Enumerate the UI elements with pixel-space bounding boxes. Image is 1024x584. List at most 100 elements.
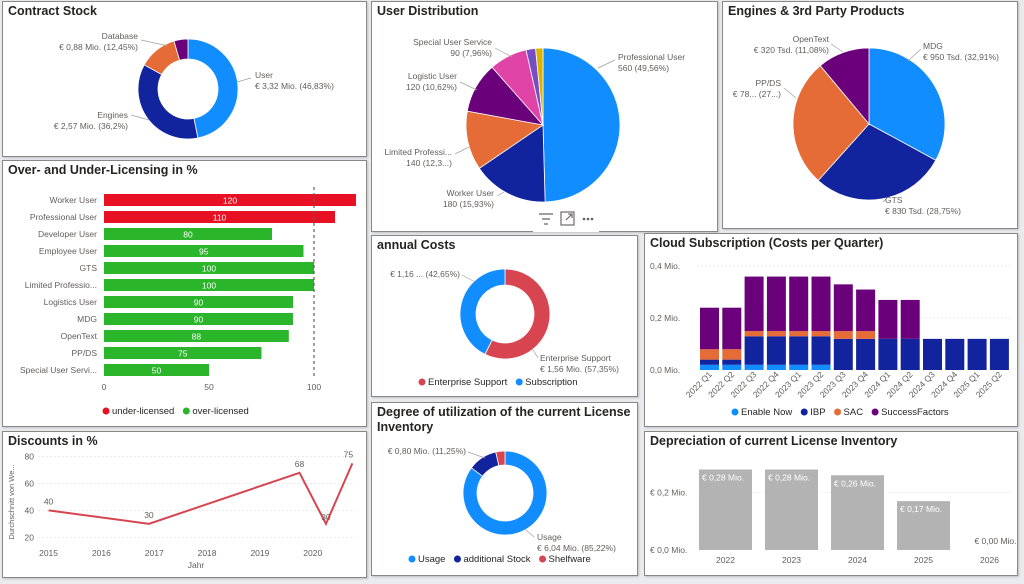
bar-2022[interactable] [699,469,752,551]
bar-professional-user[interactable] [104,211,335,223]
slice-other-3[interactable] [173,38,189,61]
bar-segment-ibp[interactable] [766,336,786,365]
discounts-tile[interactable]: Discounts in % 20 40 60 80 2015 2016 2017 2018 2… [2,431,367,578]
legend-label[interactable]: over-licensed [192,406,249,417]
bar-segment-successfactors[interactable] [878,299,898,339]
bar-opentext[interactable] [104,330,289,342]
slice-mdg[interactable] [868,47,946,161]
legend-label[interactable]: IBP [810,407,825,418]
bar-segment-enable-now[interactable] [744,364,764,370]
legend-label[interactable]: under-licensed [112,406,174,417]
bar-segment-ibp[interactable] [744,336,764,365]
bar-segment-enable-now[interactable] [722,364,742,370]
bar-developer-user[interactable] [104,228,272,240]
slice-engines[interactable] [137,64,199,140]
legend-label[interactable]: additional Stock [463,554,530,565]
bar-employee-user[interactable] [104,245,304,257]
bar-segment-successfactors[interactable] [900,299,920,339]
engines-tile[interactable]: Engines & 3rd Party Products MDG € 950 Ts… [722,1,1018,229]
bar-segment-sac[interactable] [722,349,742,360]
bar-segment-successfactors[interactable] [744,276,764,332]
annual-costs-chart[interactable]: Enterprise Support€ 1,56 Mio. (57,35%)€ … [372,236,637,396]
bar-limited-professio-[interactable] [104,279,314,291]
depreciation-chart[interactable]: € 0,0 Mio. € 0,2 Mio. € 0,28 Mio. 2022 € 0,2… [645,432,1017,575]
bar-segment-ibp[interactable] [900,338,920,370]
bar-segment-successfactors[interactable] [856,289,876,332]
legend-label[interactable]: SuccessFactors [881,407,949,418]
slice-user[interactable] [187,38,239,139]
slice-pp-ds[interactable] [792,65,870,182]
licensing-chart[interactable]: Worker User 120 Professional User 110 Develo… [3,161,366,426]
utilization-chart[interactable]: Usage€ 6,04 Mio. (85,22%)€ 0,80 Mio. (11… [372,403,637,575]
bar-segment-ibp[interactable] [923,338,942,370]
utilization-tile[interactable]: Degree of utilization of the current Lic… [371,402,638,576]
bar-special-user-servi-[interactable] [104,364,209,376]
bar-segment-sac[interactable] [744,331,764,337]
contract-stock-tile[interactable]: Contract Stock User € 3,32 Mio. (46,83%) E… [2,1,367,157]
depreciation-tile[interactable]: Depreciation of current License Inventor… [644,431,1018,576]
bar-pp-ds[interactable] [104,347,262,359]
bar-segment-sac[interactable] [700,349,719,360]
bar-segment-ibp[interactable] [789,336,809,365]
legend-label[interactable]: Usage [418,554,445,565]
bar-segment-sac[interactable] [856,331,876,339]
bar-segment-ibp[interactable] [811,336,831,365]
user-distribution-tile[interactable]: User Distribution Professional User 560 (… [371,1,718,232]
focus-mode-icon[interactable] [560,211,575,226]
legend-label[interactable]: Enterprise Support [428,377,508,388]
discounts-chart[interactable]: 20 40 60 80 2015 2016 2017 2018 2019 2020 Jahr Durc… [3,432,366,577]
bar-segment-successfactors[interactable] [700,307,719,350]
bar-segment-ibp[interactable] [945,338,965,370]
legend-label[interactable]: SAC [844,407,864,418]
slice-usage[interactable] [462,450,548,536]
slice-worker-user[interactable] [478,124,546,203]
slice-subscription[interactable] [459,268,506,355]
bar-segment-sac[interactable] [833,331,853,339]
bar-segment-ibp[interactable] [989,338,1009,370]
bar-segment-successfactors[interactable] [766,276,786,332]
bar-segment-ibp[interactable] [722,359,742,365]
bar-logistics-user[interactable] [104,296,293,308]
bar-segment-enable-now[interactable] [789,364,809,370]
bar-gts[interactable] [104,262,314,274]
legend-label[interactable]: Shelfware [549,554,591,565]
bar-2023[interactable] [765,469,818,551]
bar-segment-ibp[interactable] [856,338,876,370]
bar-segment-ibp[interactable] [878,338,898,370]
bar-mdg[interactable] [104,313,293,325]
bar-segment-enable-now[interactable] [766,364,786,370]
licensing-tile[interactable]: Over- and Under-Licensing in % Worker Us… [2,160,367,427]
engines-chart[interactable]: MDG€ 950 Tsd. (32,91%) GTS€ 830 Tsd. (28,… [723,2,1017,228]
bar-segment-sac[interactable] [766,331,786,337]
filter-icon[interactable] [539,213,553,225]
bar-worker-user[interactable] [104,194,356,206]
slice-gts[interactable] [817,123,937,201]
bar-segment-successfactors[interactable] [789,276,809,332]
annual-costs-tile[interactable]: annual Costs Enterprise Support € 1,56 Mi… [371,235,638,397]
slice-professional-user[interactable] [542,47,621,203]
bar-segment-enable-now[interactable] [811,364,831,370]
legend-label[interactable]: Enable Now [741,407,792,418]
legend-label[interactable]: Subscription [525,377,577,388]
bar-segment-ibp[interactable] [967,338,987,370]
bar-segment-enable-now[interactable] [700,364,719,370]
cloud-tile[interactable]: Cloud Subscription (Costs per Quarter) 0… [644,233,1018,427]
contract-stock-chart[interactable]: User€ 3,32 Mio. (46,83%) Engines€ 2,57 Mi… [3,2,366,156]
slice-enterprise-support[interactable] [484,268,551,360]
bar-segment-successfactors[interactable] [811,276,831,332]
bar-segment-sac[interactable] [789,331,809,337]
bar-2025[interactable] [897,501,950,550]
bar-segment-successfactors[interactable] [833,284,853,332]
bar-segment-sac[interactable] [811,331,831,337]
bar-2024[interactable] [831,475,884,550]
bar-segment-ibp[interactable] [700,359,719,365]
slice-shelfware[interactable] [495,450,506,467]
bar-segment-successfactors[interactable] [722,307,742,350]
slice-other-6[interactable] [535,47,544,126]
bar-segment-ibp[interactable] [833,338,853,370]
slice-limited-professi-[interactable] [465,110,545,169]
discount-line[interactable] [48,463,354,527]
more-options-icon[interactable] [582,217,594,221]
